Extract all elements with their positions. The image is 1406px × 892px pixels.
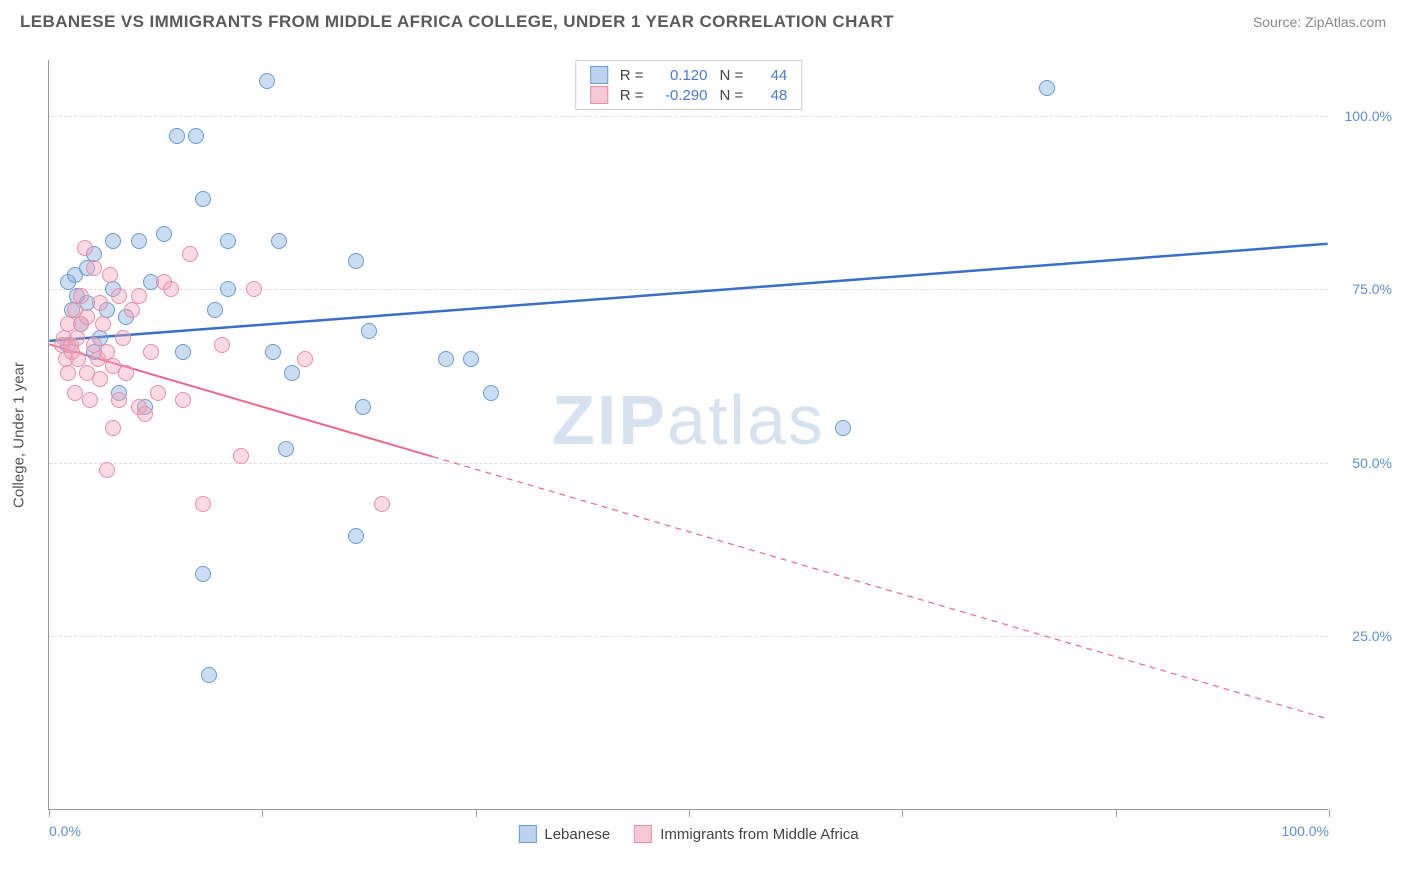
- scatter-point-middle_africa: [92, 371, 108, 387]
- scatter-point-lebanese: [265, 344, 281, 360]
- trend-lines: [49, 60, 1328, 809]
- scatter-point-lebanese: [835, 420, 851, 436]
- scatter-point-middle_africa: [131, 288, 147, 304]
- scatter-point-lebanese: [207, 302, 223, 318]
- scatter-point-middle_africa: [195, 496, 211, 512]
- swatch-middle-africa: [590, 86, 608, 104]
- scatter-point-middle_africa: [233, 448, 249, 464]
- x-tick: [476, 809, 477, 817]
- scatter-point-lebanese: [201, 667, 217, 683]
- x-tick: [902, 809, 903, 817]
- scatter-point-lebanese: [131, 233, 147, 249]
- gridline: [49, 636, 1328, 637]
- legend-label-middle-africa: Immigrants from Middle Africa: [660, 826, 858, 843]
- x-tick: [262, 809, 263, 817]
- scatter-point-lebanese: [156, 226, 172, 242]
- scatter-point-lebanese: [463, 351, 479, 367]
- scatter-point-middle_africa: [99, 462, 115, 478]
- x-tick: [1116, 809, 1117, 817]
- scatter-point-lebanese: [220, 281, 236, 297]
- chart-plot-area: College, Under 1 year 25.0%50.0%75.0%100…: [48, 60, 1328, 810]
- scatter-point-middle_africa: [124, 302, 140, 318]
- scatter-point-middle_africa: [143, 344, 159, 360]
- x-tick: [689, 809, 690, 817]
- x-tick: [49, 809, 50, 817]
- scatter-point-middle_africa: [163, 281, 179, 297]
- scatter-point-middle_africa: [105, 420, 121, 436]
- legend-item-lebanese: Lebanese: [518, 825, 610, 843]
- scatter-point-lebanese: [348, 253, 364, 269]
- scatter-point-middle_africa: [86, 260, 102, 276]
- scatter-point-middle_africa: [82, 392, 98, 408]
- legend-label-lebanese: Lebanese: [544, 826, 610, 843]
- scatter-point-middle_africa: [73, 288, 89, 304]
- scatter-point-lebanese: [348, 528, 364, 544]
- y-axis-label: College, Under 1 year: [11, 362, 28, 508]
- scatter-point-middle_africa: [115, 330, 131, 346]
- scatter-point-lebanese: [195, 191, 211, 207]
- scatter-point-middle_africa: [374, 496, 390, 512]
- legend-swatch-lebanese: [518, 825, 536, 843]
- scatter-point-middle_africa: [77, 240, 93, 256]
- x-tick: [1329, 809, 1330, 817]
- legend-item-middle-africa: Immigrants from Middle Africa: [634, 825, 858, 843]
- scatter-point-lebanese: [1039, 80, 1055, 96]
- n-value-middle-africa: 48: [757, 87, 787, 104]
- scatter-point-lebanese: [355, 399, 371, 415]
- scatter-point-middle_africa: [79, 309, 95, 325]
- bottom-legend: Lebanese Immigrants from Middle Africa: [518, 825, 858, 843]
- scatter-point-middle_africa: [246, 281, 262, 297]
- scatter-point-middle_africa: [175, 392, 191, 408]
- scatter-point-middle_africa: [69, 330, 85, 346]
- scatter-point-middle_africa: [297, 351, 313, 367]
- legend-swatch-middle-africa: [634, 825, 652, 843]
- r-value-middle-africa: -0.290: [652, 87, 708, 104]
- scatter-point-middle_africa: [182, 246, 198, 262]
- scatter-point-middle_africa: [111, 288, 127, 304]
- scatter-point-lebanese: [105, 233, 121, 249]
- scatter-point-lebanese: [169, 128, 185, 144]
- swatch-lebanese: [590, 66, 608, 84]
- gridline: [49, 116, 1328, 117]
- scatter-point-middle_africa: [111, 392, 127, 408]
- gridline: [49, 289, 1328, 290]
- scatter-point-lebanese: [188, 128, 204, 144]
- y-tick-label: 25.0%: [1352, 628, 1392, 644]
- scatter-point-lebanese: [271, 233, 287, 249]
- scatter-point-middle_africa: [150, 385, 166, 401]
- n-value-lebanese: 44: [757, 67, 787, 84]
- scatter-point-middle_africa: [60, 365, 76, 381]
- scatter-point-middle_africa: [102, 267, 118, 283]
- scatter-point-lebanese: [278, 441, 294, 457]
- scatter-point-lebanese: [175, 344, 191, 360]
- correlation-stats-box: R = 0.120 N = 44 R = -0.290 N = 48: [575, 60, 803, 110]
- scatter-point-lebanese: [284, 365, 300, 381]
- x-tick-label: 0.0%: [49, 823, 81, 839]
- scatter-point-middle_africa: [67, 385, 83, 401]
- stats-row-middle-africa: R = -0.290 N = 48: [590, 85, 788, 105]
- y-tick-label: 50.0%: [1352, 455, 1392, 471]
- x-tick-label: 100.0%: [1282, 823, 1329, 839]
- scatter-point-lebanese: [195, 566, 211, 582]
- y-tick-label: 100.0%: [1345, 108, 1392, 124]
- scatter-point-middle_africa: [118, 365, 134, 381]
- watermark: ZIPatlas: [552, 380, 825, 460]
- scatter-point-middle_africa: [214, 337, 230, 353]
- scatter-point-middle_africa: [92, 295, 108, 311]
- scatter-point-lebanese: [438, 351, 454, 367]
- scatter-point-lebanese: [361, 323, 377, 339]
- scatter-point-middle_africa: [95, 316, 111, 332]
- scatter-point-lebanese: [483, 385, 499, 401]
- scatter-point-middle_africa: [137, 406, 153, 422]
- scatter-point-lebanese: [220, 233, 236, 249]
- y-tick-label: 75.0%: [1352, 281, 1392, 297]
- stats-row-lebanese: R = 0.120 N = 44: [590, 65, 788, 85]
- scatter-point-lebanese: [259, 73, 275, 89]
- chart-title: LEBANESE VS IMMIGRANTS FROM MIDDLE AFRIC…: [20, 12, 894, 32]
- r-value-lebanese: 0.120: [652, 67, 708, 84]
- source-label: Source: ZipAtlas.com: [1253, 14, 1386, 30]
